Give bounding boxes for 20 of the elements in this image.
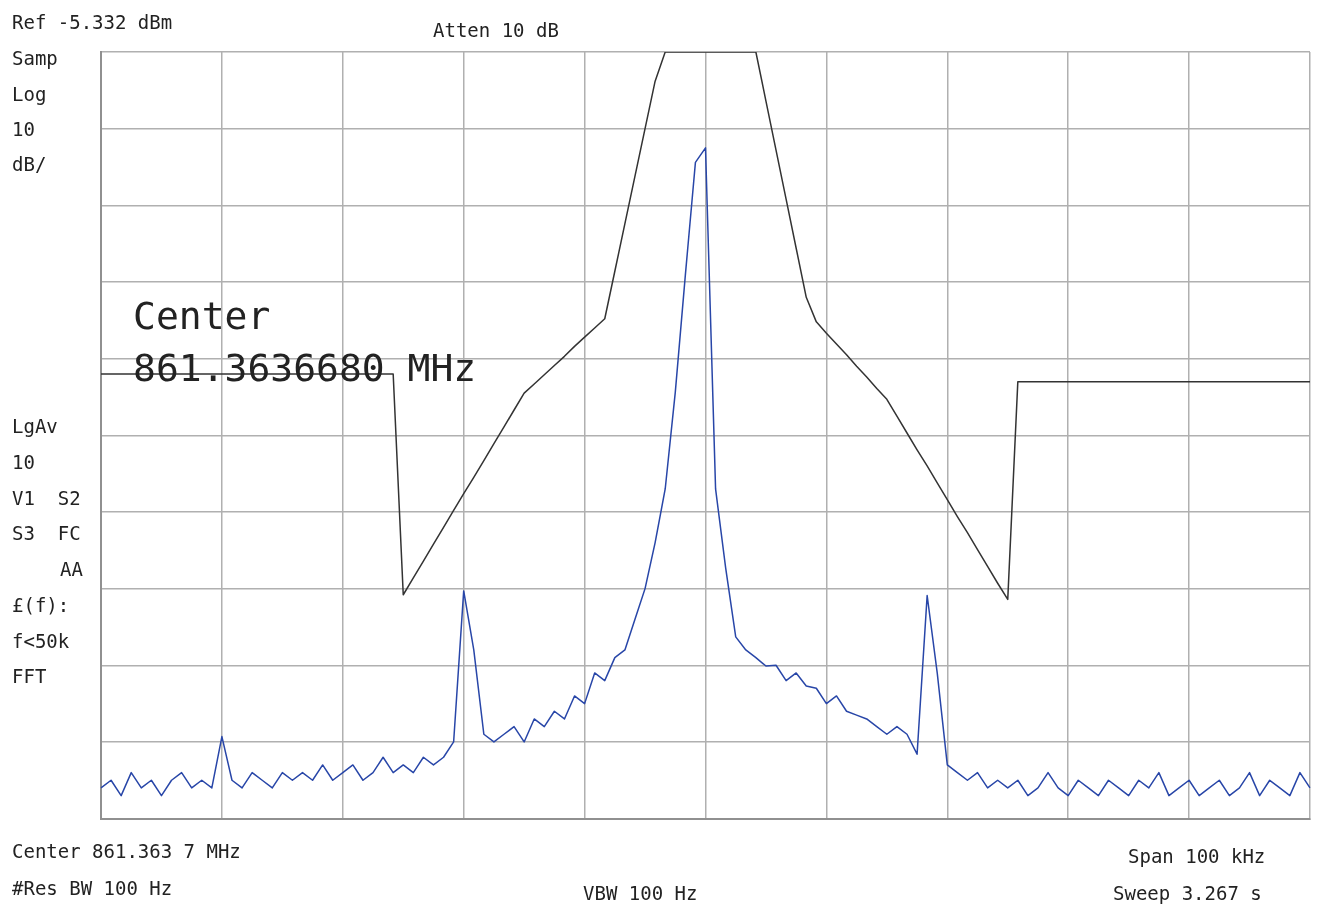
text: LgAv <box>12 415 58 437</box>
text: AA <box>60 558 83 580</box>
text: Samp <box>12 47 58 69</box>
text: Span 100 kHz <box>1128 845 1266 867</box>
text: Sweep 3.267 s <box>1113 882 1262 904</box>
text: FFT <box>12 665 47 687</box>
text: 10 <box>12 118 35 140</box>
text: Atten 10 dB <box>433 19 559 41</box>
text: VBW 100 Hz <box>583 882 698 904</box>
text: £(f): <box>12 594 70 616</box>
text: Log <box>12 83 47 105</box>
text: V1 S2 <box>12 487 81 509</box>
text: f<50k <box>12 630 70 652</box>
text: Center 861.363 7 MHz <box>12 840 241 862</box>
annotation: Center <box>133 294 271 338</box>
text: Ref -5.332 dBm <box>12 11 173 33</box>
text: 10 <box>12 451 35 473</box>
text: #Res BW 100 Hz <box>12 877 173 899</box>
text: S3 FC <box>12 522 81 544</box>
text: dB/ <box>12 153 47 175</box>
